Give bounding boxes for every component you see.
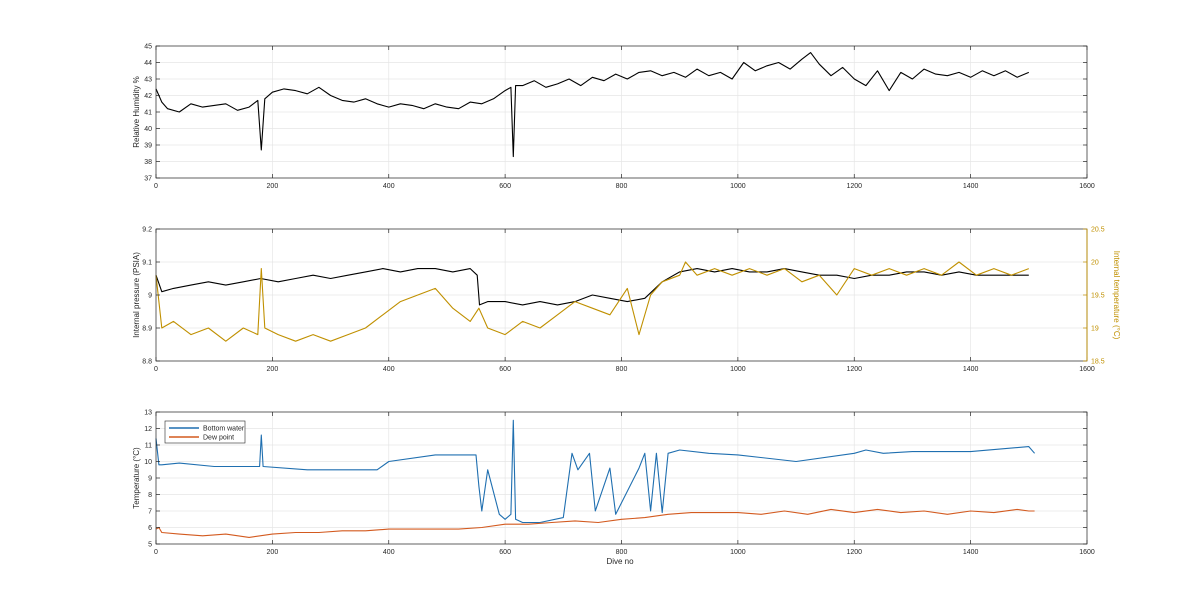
- legend-label-dew-point: Dew point: [203, 435, 234, 442]
- x-tick-label: 0: [154, 183, 158, 190]
- x-tick-label: 1200: [846, 549, 862, 556]
- y-tick-label: 40: [144, 126, 152, 133]
- x-tick-label: 0: [154, 366, 158, 373]
- x-tick-label: 400: [383, 183, 395, 190]
- y-tick-label: 44: [144, 60, 152, 67]
- x-tick-label: 800: [616, 366, 628, 373]
- y-tick-label: 37: [144, 176, 152, 183]
- panel-relative-humidity: 0 200 400 600 800 1000 1200 1400 1600 37 38 39 40 41 4…: [132, 44, 1095, 191]
- x-tick-label: 800: [616, 183, 628, 190]
- y-tick-label: 9.2: [142, 227, 152, 234]
- x-tick-label: 200: [267, 183, 279, 190]
- y-tick-label: 9: [148, 476, 152, 483]
- y-tick-label: 10: [144, 459, 152, 466]
- x-tick-label: 400: [383, 549, 395, 556]
- x-tick-label: 600: [499, 366, 511, 373]
- panel-3-axes: 0 200 400 600 800 1000 1200 1400 1600 5 6 7 8 9 10 11 12…: [144, 410, 1095, 557]
- y2-tick-label: 20: [1091, 260, 1099, 267]
- x-tick-label: 400: [383, 366, 395, 373]
- y2-tick-label: 19.5: [1091, 293, 1105, 300]
- y2-tick-label: 19: [1091, 326, 1099, 333]
- y-tick-label: 6: [148, 525, 152, 532]
- x-tick-label: 1400: [963, 366, 979, 373]
- panel-2-plot-area: [155, 261, 1029, 342]
- x-tick-label: 600: [499, 549, 511, 556]
- x-tick-label: 1400: [963, 183, 979, 190]
- x-tick-label: 200: [267, 549, 279, 556]
- y-tick-label: 8: [148, 492, 152, 499]
- panel-internal-pressure-temperature: 0 200 400 600 800 1000 1200 1400 1600 8.8 8.9 9 9.1 9…: [132, 227, 1121, 374]
- panel-1-ylabel: Relative Humidity %: [132, 76, 141, 148]
- y-tick-label: 39: [144, 143, 152, 150]
- panel-2-y2label: Internal temperature (°C): [1112, 251, 1121, 340]
- x-tick-label: 1000: [730, 549, 746, 556]
- y2-tick-label: 20.5: [1091, 227, 1105, 234]
- panel-1-plot-area: [155, 52, 1030, 158]
- series-line-right: [155, 261, 1029, 342]
- y-tick-label: 9: [148, 293, 152, 300]
- y-tick-label: 45: [144, 44, 152, 51]
- legend-label-bottom-water: Bottom water: [203, 426, 245, 433]
- y-tick-label: 8.8: [142, 359, 152, 366]
- y-tick-label: 5: [148, 542, 152, 549]
- x-tick-label: 200: [267, 366, 279, 373]
- x-tick-label: 800: [616, 549, 628, 556]
- series-line-left: [155, 268, 1029, 306]
- x-tick-label: 1000: [730, 183, 746, 190]
- y2-tick-label: 18.5: [1091, 359, 1105, 366]
- x-tick-label: 600: [499, 183, 511, 190]
- y-tick-label: 7: [148, 509, 152, 516]
- y-tick-label: 43: [144, 77, 152, 84]
- panel-2-axes: 0 200 400 600 800 1000 1200 1400 1600 8.8 8.9 9 9.1 9…: [142, 227, 1104, 374]
- y-tick-label: 38: [144, 159, 152, 166]
- y-tick-label: 42: [144, 93, 152, 100]
- y-tick-label: 9.1: [142, 260, 152, 267]
- x-tick-label: 1400: [963, 549, 979, 556]
- y-tick-label: 11: [145, 443, 152, 450]
- x-tick-label: 0: [154, 549, 158, 556]
- x-tick-label: 1200: [846, 366, 862, 373]
- x-tick-label: 1600: [1079, 366, 1095, 373]
- x-tick-label: 1600: [1079, 549, 1095, 556]
- panel-3-xlabel: Dive no: [606, 557, 634, 566]
- y-tick-label: 13: [144, 410, 152, 417]
- series-line-dew-point: [155, 508, 1035, 538]
- y-tick-label: 41: [144, 110, 152, 117]
- series-line-main: [155, 52, 1030, 158]
- legend: Bottom water Dew point: [164, 420, 246, 444]
- panel-3-ylabel: Temperature (°C): [132, 447, 141, 509]
- y-tick-label: 12: [144, 426, 152, 433]
- x-tick-label: 1200: [846, 183, 862, 190]
- series-line-bottom-water: [155, 419, 1036, 524]
- x-tick-label: 1000: [730, 366, 746, 373]
- panel-3-plot-area: [155, 419, 1036, 538]
- y-tick-label: 8.9: [142, 326, 152, 333]
- panel-temperature: 0 200 400 600 800 1000 1200 1400 1600 5 6 7 8 9 10 11 12…: [132, 410, 1095, 567]
- panel-2-ylabel: Internal pressure (PSIA): [132, 252, 141, 338]
- x-tick-label: 1600: [1079, 183, 1095, 190]
- panel-1-axes: 0 200 400 600 800 1000 1200 1400 1600 37 38 39 40 41 4…: [144, 44, 1095, 191]
